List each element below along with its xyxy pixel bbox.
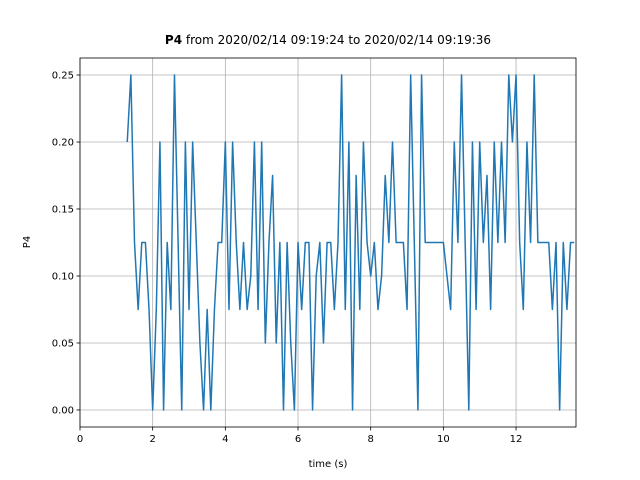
y-tick-label: 0.05 xyxy=(52,338,74,349)
plot-frame xyxy=(79,57,577,428)
x-tick-label: 0 xyxy=(77,434,83,445)
y-tick-label: 0.15 xyxy=(52,205,74,216)
x-tick-label: 6 xyxy=(295,434,301,445)
x-axis-label: time (s) xyxy=(309,459,348,470)
x-tick-label: 12 xyxy=(510,434,523,445)
x-tick-label: 4 xyxy=(222,434,228,445)
y-axis-label: P4 xyxy=(22,236,33,248)
y-tick-label: 0.00 xyxy=(52,405,74,416)
y-tick-label: 0.25 xyxy=(52,71,74,82)
y-tick-label: 0.10 xyxy=(52,271,74,282)
x-tick-label: 10 xyxy=(437,434,450,445)
title-rest: from 2020/02/14 09:19:24 to 2020/02/14 0… xyxy=(186,33,491,47)
y-tick-label: 0.20 xyxy=(52,138,74,149)
title-bold: P4 xyxy=(165,33,182,47)
x-tick-label: 8 xyxy=(368,434,374,445)
x-tick-label: 2 xyxy=(149,434,155,445)
chart-title: P4 from 2020/02/14 09:19:24 to 2020/02/1… xyxy=(165,33,491,47)
data-line xyxy=(126,74,575,411)
